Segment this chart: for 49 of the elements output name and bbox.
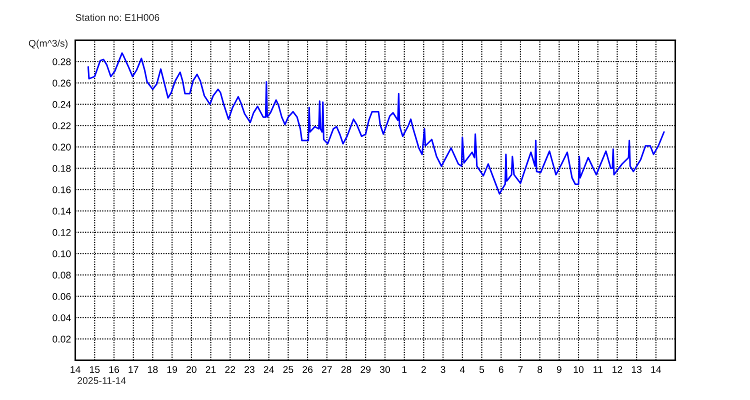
y-tick-label: 0.24 — [52, 101, 71, 108]
y-axis-title: Q(m^3/s) — [28, 40, 68, 49]
x-tick-label: 14 — [651, 366, 662, 373]
line-series — [87, 52, 665, 195]
x-tick-label: 24 — [264, 366, 274, 373]
x-tick-label: 7 — [518, 366, 523, 373]
x-tick-label: 26 — [302, 366, 313, 373]
y-tick-label: 0.22 — [52, 122, 71, 130]
y-tick-label: 0.14 — [52, 208, 71, 215]
y-tick-label: 0.18 — [52, 165, 71, 172]
x-tick-label: 29 — [360, 366, 371, 373]
y-tick-label: 0.26 — [52, 80, 71, 87]
x-tick-label: 20 — [186, 366, 196, 373]
y-tick-label: 0.08 — [52, 272, 71, 279]
x-tick-label: 22 — [225, 366, 236, 373]
x-tick-label: 18 — [148, 366, 158, 373]
x-tick-label: 25 — [283, 366, 294, 373]
x-tick-label: 4 — [460, 366, 465, 373]
x-tick-label: 2 — [421, 366, 426, 373]
y-tick-label: 0.04 — [52, 314, 71, 322]
y-tick-label: 0.12 — [52, 229, 71, 236]
x-tick-label: 1 — [402, 366, 407, 373]
y-tick-label: 0.02 — [52, 336, 71, 343]
x-tick-label: 8 — [538, 366, 542, 373]
chart-title: Station no: E1H006 — [76, 14, 160, 21]
text: 2025-11-14 — [78, 377, 126, 384]
x-tick-label: 23 — [244, 366, 254, 373]
x-tick-label: 12 — [612, 366, 622, 373]
x-tick-label: 10 — [574, 366, 584, 373]
x-tick-label: 14 — [70, 366, 80, 373]
x-tick-label: 19 — [167, 366, 178, 373]
y-tick-label: 0.10 — [52, 250, 71, 258]
y-tick-label: 0.06 — [52, 293, 71, 300]
x-tick-label: 27 — [322, 366, 332, 373]
x-tick-label: 21 — [206, 366, 216, 373]
x-tick-label: 13 — [632, 366, 642, 373]
y-tick-label: 0.16 — [52, 186, 71, 194]
x-tick-label: 17 — [128, 366, 138, 373]
x-tick-label: 30 — [380, 366, 390, 373]
x-tick-label: 6 — [498, 366, 504, 373]
x-tick-label: 16 — [109, 366, 119, 373]
y-tick-label: 0.28 — [52, 58, 71, 66]
x-tick-label: 11 — [594, 366, 602, 373]
x-tick-label: 3 — [440, 366, 446, 373]
x-tick-label: 28 — [341, 366, 352, 373]
x-tick-label: 9 — [556, 366, 562, 373]
x-tick-label: 5 — [479, 366, 484, 373]
x-tick-label: 15 — [90, 366, 100, 373]
y-tick-label: 0.20 — [52, 144, 71, 151]
